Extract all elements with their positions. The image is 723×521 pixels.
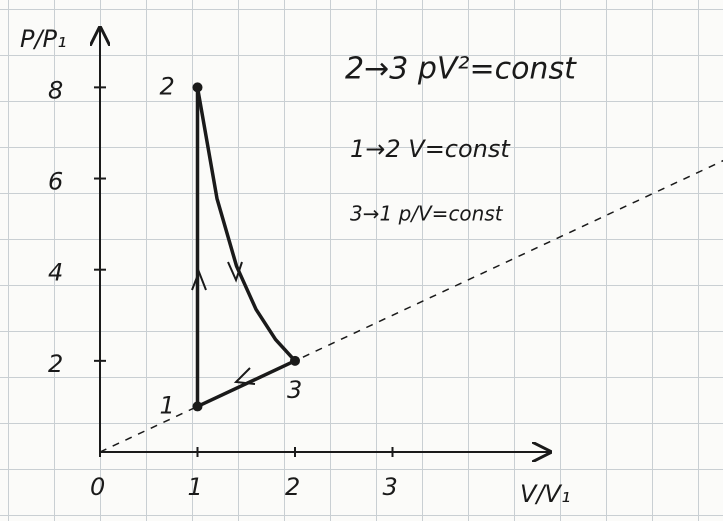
x-tick-label: 1: [188, 473, 203, 501]
state-point: [193, 82, 203, 92]
y-tick-label: 4: [48, 259, 63, 287]
annotation: 3→1 p/V=const: [350, 202, 504, 226]
y-tick-label: 8: [48, 76, 63, 104]
state-point: [193, 401, 203, 411]
point-label: 1: [160, 391, 175, 419]
x-axis-label: V/V₁: [520, 480, 571, 508]
process-line: [198, 87, 296, 360]
process-line: [198, 361, 296, 407]
graph-paper: P/P₁ V/V₁ 2→3 pV²=const 1→2 V=const 3→1 …: [0, 0, 723, 521]
x-tick-label: 0: [90, 473, 105, 501]
annotation: 2→3 pV²=const: [345, 52, 577, 87]
annotation: 1→2 V=const: [350, 135, 511, 163]
chart: P/P₁ V/V₁ 2→3 pV²=const 1→2 V=const 3→1 …: [0, 0, 723, 521]
y-axis-label: P/P₁: [20, 25, 67, 53]
x-tick-label: 3: [383, 473, 398, 501]
y-tick-label: 6: [48, 168, 63, 196]
y-tick-label: 2: [48, 350, 63, 378]
x-tick-label: 2: [285, 473, 300, 501]
point-label: 3: [287, 376, 302, 404]
state-point: [290, 356, 300, 366]
point-label: 2: [160, 72, 175, 100]
